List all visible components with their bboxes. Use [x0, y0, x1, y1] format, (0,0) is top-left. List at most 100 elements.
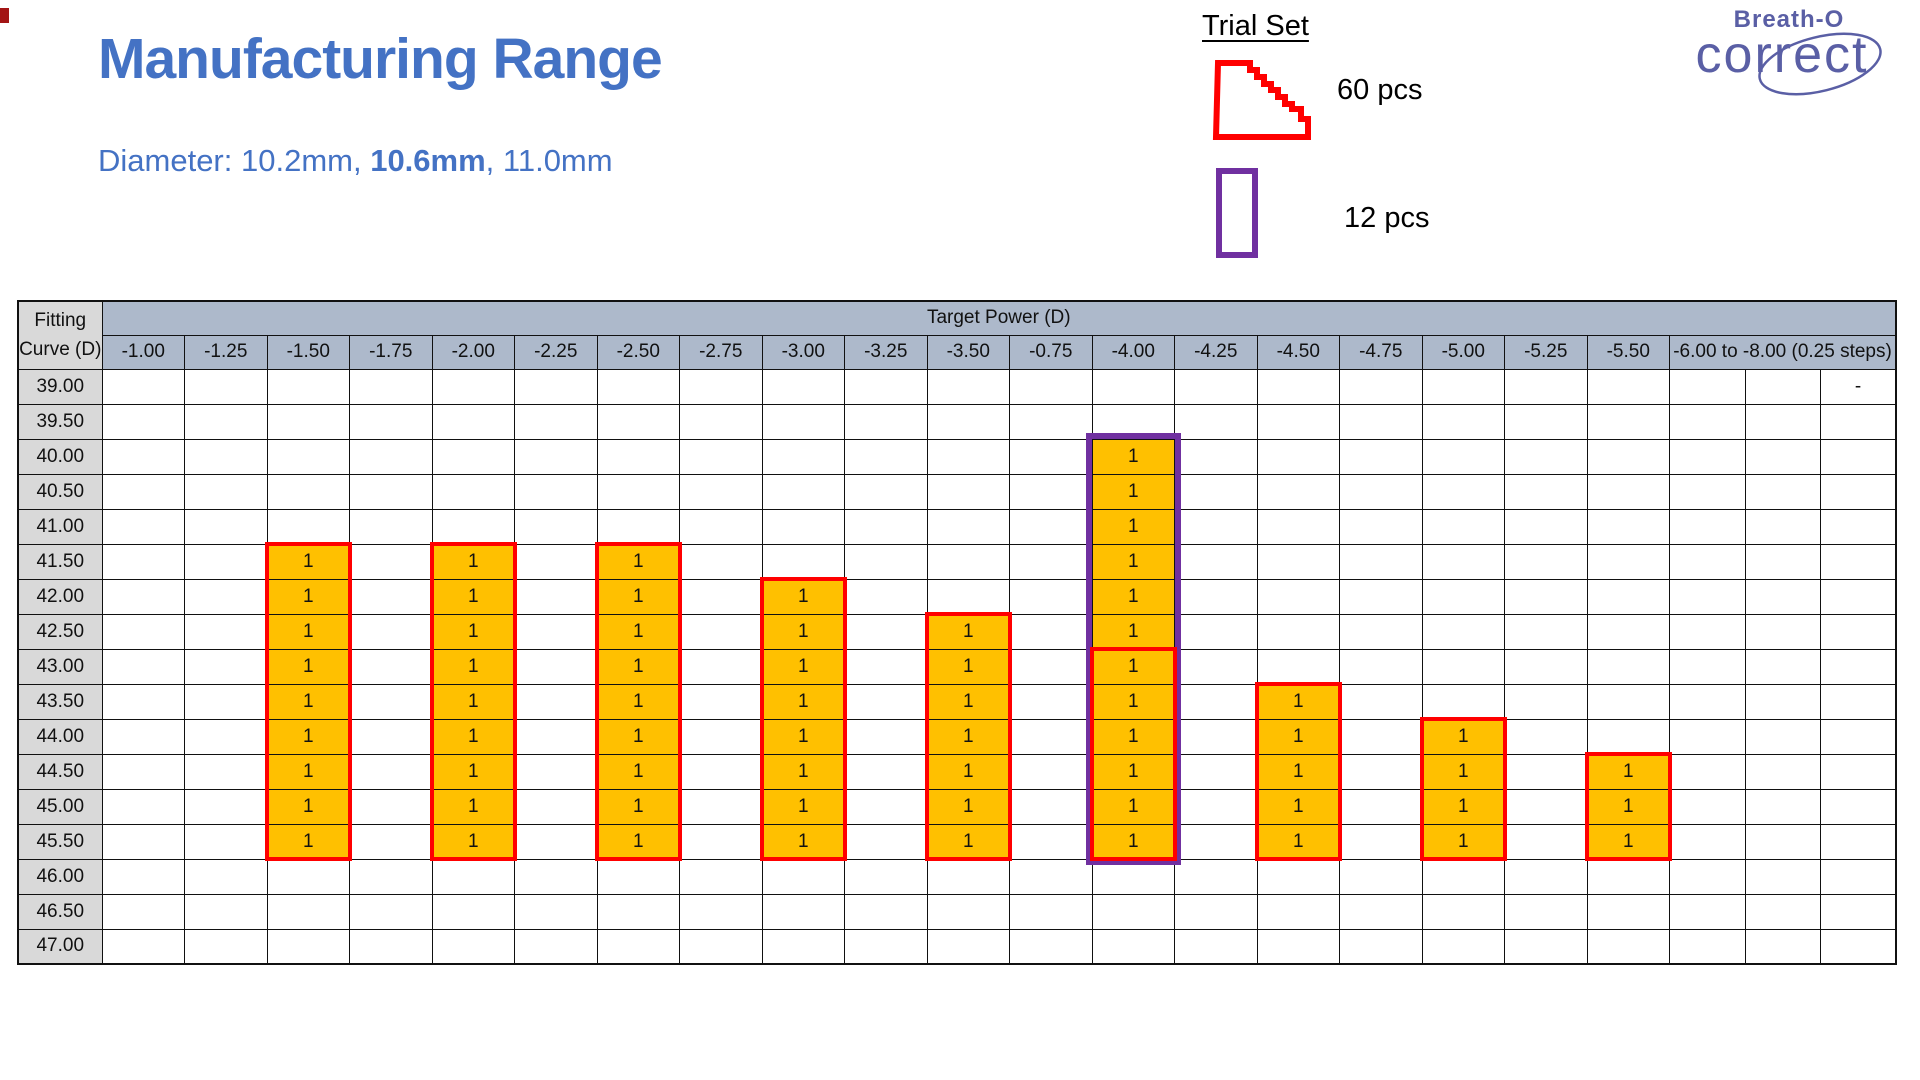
table-cell [1339, 368, 1423, 405]
table-cell [1009, 578, 1093, 615]
table-cell [514, 508, 598, 545]
marked-cell: 1 [266, 753, 350, 790]
marked-cell: 1 [596, 683, 680, 720]
table-cell [1009, 438, 1093, 475]
table-cell [184, 893, 268, 930]
table-cell [844, 858, 928, 895]
table-cell [1669, 543, 1746, 580]
table-cell [1421, 368, 1505, 405]
table-cell [679, 788, 763, 825]
table-cell [184, 823, 268, 860]
table-cell [1586, 473, 1670, 510]
table-cell [184, 508, 268, 545]
table-cell [926, 578, 1010, 615]
table-cell [101, 473, 185, 510]
table-cell [266, 893, 350, 930]
marked-cell: 1 [266, 543, 350, 580]
table-cell [844, 788, 928, 825]
marked-cell: 1 [431, 543, 515, 580]
table-cell [926, 508, 1010, 545]
table-cell [761, 368, 845, 405]
rect-outline-icon [1216, 168, 1258, 258]
table-cell [1669, 613, 1746, 650]
table-cell [1009, 893, 1093, 930]
table-cell [1339, 718, 1423, 755]
table-cell [1256, 613, 1340, 650]
row-label: 44.00 [17, 718, 103, 755]
table-cell [1744, 473, 1821, 510]
page-title: Manufacturing Range [98, 27, 663, 91]
table-cell [1820, 543, 1897, 580]
table-cell [1174, 613, 1258, 650]
row-axis-header-line1: Fitting [34, 309, 87, 331]
table-cell [1339, 438, 1423, 475]
table-cell [184, 788, 268, 825]
table-cell [1256, 473, 1340, 510]
table-cell [101, 648, 185, 685]
marked-cell: 1 [431, 613, 515, 650]
table-cell [1820, 928, 1897, 965]
table-cell [1820, 613, 1897, 650]
table-cell [266, 403, 350, 440]
marked-cell: 1 [596, 648, 680, 685]
table-cell [266, 508, 350, 545]
column-header: -5.50 [1586, 334, 1670, 370]
table-cell [1669, 823, 1746, 860]
table-cell [844, 473, 928, 510]
table-cell [761, 928, 845, 965]
table-cell [1820, 858, 1897, 895]
table-cell [1669, 928, 1746, 965]
table-cell [1504, 368, 1588, 405]
table-cell [1744, 928, 1821, 965]
row-label: 39.00 [17, 368, 103, 405]
table-cell [1339, 928, 1423, 965]
marked-cell: 1 [1091, 613, 1175, 650]
table-cell [1669, 403, 1746, 440]
marked-cell: 1 [596, 753, 680, 790]
marked-cell: 1 [431, 718, 515, 755]
table-cell [679, 543, 763, 580]
marked-cell: 1 [1256, 788, 1340, 825]
row-label: 41.00 [17, 508, 103, 545]
table-cell [514, 823, 598, 860]
table-cell [1009, 543, 1093, 580]
marked-cell: 1 [1421, 823, 1505, 860]
table-cell [1174, 718, 1258, 755]
table-cell [1339, 578, 1423, 615]
table-cell [349, 893, 433, 930]
marked-cell: 1 [1421, 788, 1505, 825]
table-cell [1339, 753, 1423, 790]
table-cell [1744, 368, 1821, 405]
table-cell [514, 613, 598, 650]
row-label: 42.50 [17, 613, 103, 650]
table-cell [1744, 893, 1821, 930]
table-cell [514, 788, 598, 825]
table-cell [679, 648, 763, 685]
table-cell [679, 403, 763, 440]
table-cell [349, 613, 433, 650]
table-cell [596, 508, 680, 545]
table-cell [1504, 543, 1588, 580]
table-cell [1009, 648, 1093, 685]
column-header: -0.75 [1009, 334, 1093, 370]
column-header: -1.50 [266, 334, 350, 370]
table-cell [1256, 648, 1340, 685]
marked-cell: 1 [926, 683, 1010, 720]
marked-cell: 1 [1256, 823, 1340, 860]
table-cell [101, 403, 185, 440]
table-cell [1256, 543, 1340, 580]
table-cell [101, 508, 185, 545]
table-cell [679, 473, 763, 510]
row-axis-header: Fitting Curve (D) [17, 300, 103, 370]
table-cell [679, 613, 763, 650]
table-cell [844, 648, 928, 685]
table-cell [1669, 508, 1746, 545]
table-cell [1504, 473, 1588, 510]
table-cell [1421, 613, 1505, 650]
table-cell [1504, 893, 1588, 930]
table-cell [1820, 788, 1897, 825]
table-cell [266, 858, 350, 895]
table-cell [1174, 683, 1258, 720]
marked-cell: 1 [761, 578, 845, 615]
